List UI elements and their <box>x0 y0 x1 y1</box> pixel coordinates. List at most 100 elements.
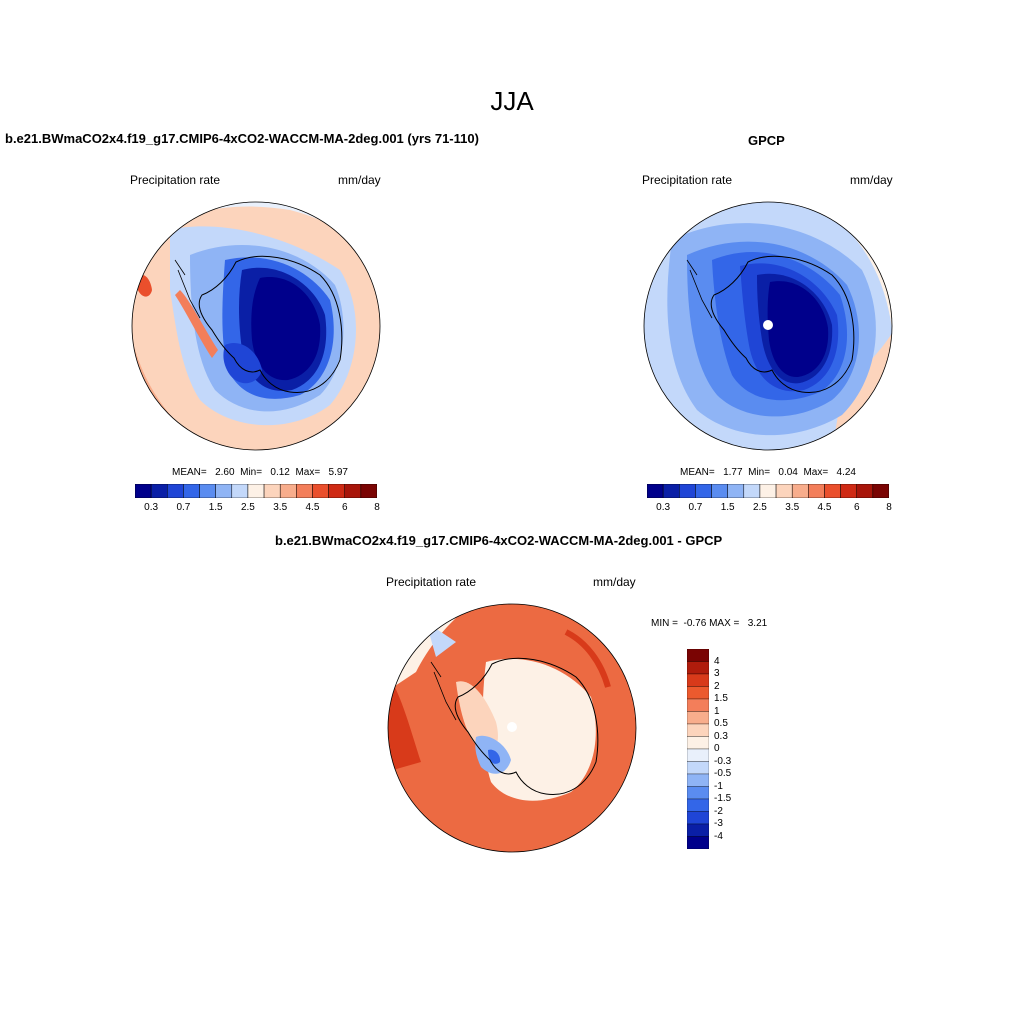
model-min-label: Min= <box>240 467 263 478</box>
model-colorbar-swatch <box>296 484 313 498</box>
model-colorbar-tick-label: 3.5 <box>273 502 288 513</box>
model-left-label: Precipitation rate <box>130 173 221 187</box>
model-colorbar-tick-label: 0.7 <box>176 502 191 513</box>
model-panel-title: b.e21.BWmaCO2x4.f19_g17.CMIP6-4xCO2-WACC… <box>5 131 479 146</box>
obs-colorbar-swatch <box>808 484 825 498</box>
obs-colorbar-tick-label: 3.5 <box>785 502 800 513</box>
obs-colorbar-swatch <box>840 484 857 498</box>
obs-mean-value: 1.77 <box>723 467 743 478</box>
obs-colorbar-swatch <box>695 484 712 498</box>
diff-colorbar-tick-label: -2 <box>714 805 723 817</box>
diff-colorbar-swatch <box>687 748 709 762</box>
diff-colorbar-tick-label: -1.5 <box>714 793 732 804</box>
diff-colorbar-tick-label: 4 <box>714 655 720 667</box>
model-colorbar-swatch <box>360 484 377 498</box>
obs-colorbar-swatch <box>775 484 793 498</box>
obs-polar-map <box>643 201 893 451</box>
model-colorbar-tick-label: 6 <box>341 502 348 513</box>
model-stats: MEAN= 2.60 Min= 0.12 Max= 5.97 <box>172 467 348 478</box>
diff-colorbar-tick-label: -4 <box>714 830 723 842</box>
model-colorbar-swatch <box>279 484 297 498</box>
obs-right-label: mm/day <box>850 173 893 187</box>
diff-colorbar-ticks: 4 3 2 1.5 1 0.5 0.3 0 -0.3 -0.5 -1 -1.5 -2 -3 -4 <box>714 649 754 849</box>
diff-colorbar-swatch <box>687 698 709 712</box>
model-colorbar-swatch <box>231 484 249 498</box>
diff-colorbar-swatch <box>687 811 709 825</box>
obs-colorbar-swatch <box>662 484 680 498</box>
model-colorbar-ticks: 0.3 0.7 1.5 2.5 3.5 4.5 6 8 <box>135 502 380 514</box>
diff-colorbar-tick-label: 3 <box>714 668 720 679</box>
obs-left-label: Precipitation rate <box>642 173 733 187</box>
diff-colorbar-swatch <box>687 661 709 675</box>
diff-colorbar-swatch <box>687 649 709 662</box>
model-colorbar-swatch <box>183 484 200 498</box>
obs-min-label: Min= <box>748 467 771 478</box>
diff-colorbar-swatch <box>687 736 709 750</box>
model-colorbar-swatch <box>328 484 345 498</box>
model-colorbar-tick-label: 2.5 <box>240 502 255 513</box>
diff-colorbar-swatch <box>687 836 709 849</box>
obs-colorbar-swatch <box>759 484 777 498</box>
obs-min-value: 0.04 <box>778 467 798 478</box>
diff-colorbar-tick-label: -0.3 <box>714 755 732 767</box>
diff-colorbar-swatch <box>687 711 709 725</box>
diff-min-label: MIN = <box>651 618 678 629</box>
obs-colorbar-tick-label: 0.7 <box>688 502 703 513</box>
diff-left-label: Precipitation rate <box>386 575 477 589</box>
obs-colorbar-tick-label: 2.5 <box>752 502 767 513</box>
model-colorbar <box>135 484 377 498</box>
diff-colorbar-swatch <box>687 673 709 687</box>
model-colorbar-tick-label: 8 <box>374 502 380 513</box>
model-polar-map <box>131 201 381 451</box>
obs-colorbar-tick-label: 8 <box>886 502 892 513</box>
obs-max-value: 4.24 <box>836 467 856 478</box>
obs-max-label: Max= <box>803 467 829 478</box>
model-colorbar-swatch <box>215 484 233 498</box>
diff-colorbar-tick-label: 1.5 <box>714 693 728 704</box>
diff-colorbar-tick-label: 0.5 <box>714 718 728 729</box>
obs-panel-title: GPCP <box>748 133 785 148</box>
model-mean-value: 2.60 <box>215 467 235 478</box>
obs-colorbar-tick-label: 6 <box>853 502 860 513</box>
diff-max-label: MAX = <box>709 618 740 629</box>
diff-colorbar-swatch <box>687 823 709 837</box>
diff-polar-map <box>387 603 637 853</box>
obs-colorbar-swatch <box>791 484 809 498</box>
model-max-value: 5.97 <box>328 467 348 478</box>
diff-colorbar-tick-label: 1 <box>714 705 720 717</box>
model-colorbar-tick-label: 1.5 <box>208 502 223 513</box>
obs-colorbar-tick-label: 0.3 <box>656 502 671 513</box>
obs-colorbar-swatch <box>679 484 696 498</box>
model-colorbar-swatch <box>247 484 265 498</box>
diff-colorbar-tick-label: -1 <box>714 780 723 792</box>
diff-colorbar-swatch <box>687 686 709 700</box>
obs-colorbar-swatch <box>727 484 745 498</box>
diff-min-value: -0.76 <box>683 618 707 629</box>
main-title: JJA <box>490 86 534 116</box>
obs-colorbar <box>647 484 889 498</box>
obs-colorbar-swatch <box>872 484 889 498</box>
diff-colorbar-tick-label: 0.3 <box>714 730 728 742</box>
model-colorbar-tick-label: 0.3 <box>144 502 159 513</box>
obs-colorbar-swatch <box>824 484 841 498</box>
diff-colorbar-tick-label: 0 <box>714 743 720 754</box>
diff-colorbar <box>687 649 709 849</box>
obs-colorbar-swatch <box>743 484 761 498</box>
diff-max-value: 3.21 <box>747 618 768 629</box>
diff-colorbar-tick-label: 2 <box>714 680 720 692</box>
obs-colorbar-swatch <box>856 484 874 498</box>
diff-stats: MIN = -0.76 MAX = 3.21 <box>651 618 767 629</box>
diff-colorbar-swatch <box>687 798 709 812</box>
model-colorbar-tick-label: 4.5 <box>305 502 320 513</box>
obs-colorbar-swatch <box>711 484 728 498</box>
obs-colorbar-swatch <box>647 484 664 498</box>
model-max-label: Max= <box>295 467 321 478</box>
obs-stats: MEAN= 1.77 Min= 0.04 Max= 4.24 <box>680 467 856 478</box>
diff-panel-title: b.e21.BWmaCO2x4.f19_g17.CMIP6-4xCO2-WACC… <box>275 533 723 548</box>
diff-colorbar-swatch <box>687 786 709 800</box>
model-mean-label: MEAN= <box>172 467 207 478</box>
obs-colorbar-tick-label: 1.5 <box>720 502 735 513</box>
diff-colorbar-tick-label: -3 <box>714 818 723 829</box>
diff-colorbar-swatch <box>687 773 709 787</box>
diff-colorbar-swatch <box>687 761 709 775</box>
